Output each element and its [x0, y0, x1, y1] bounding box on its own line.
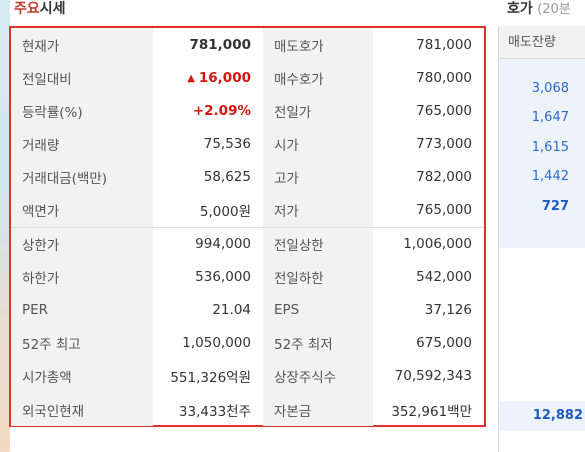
label-foreign-holding: 외국인현재	[11, 393, 153, 427]
table-row: 시가총액 551,326억원 상장주식수 70,592,343	[11, 359, 484, 394]
label-upper-limit: 상한가	[11, 226, 153, 261]
label-ask-price: 매도호가	[263, 28, 373, 62]
label-52w-low: 52주 최저	[263, 326, 373, 360]
value-52w-low: 675,000	[416, 335, 472, 352]
section-title: 주요시세	[14, 0, 66, 20]
main-quote-table: 현재가 781,000 매도호가 781,000 전일대비 ▲ 16,000 매수…	[9, 26, 486, 427]
value-face-value: 5,000원	[199, 204, 251, 221]
orderbook-subtitle: (20분	[537, 2, 571, 17]
label-market-cap: 시가총액	[11, 359, 153, 394]
label-prev-lower-limit: 전일하한	[263, 260, 373, 294]
value-eps: 37,126	[424, 302, 472, 319]
label-bid-price: 매수호가	[263, 61, 373, 95]
decorative-strip	[0, 0, 10, 452]
label-lower-limit: 하한가	[11, 260, 153, 294]
table-row: 하한가 536,000 전일하한 542,000	[11, 260, 484, 294]
section-title-rest: 시세	[39, 1, 66, 17]
table-row: PER 21.04 EPS 37,126	[11, 293, 484, 327]
value-foreign-holding: 33,433천주	[178, 403, 251, 420]
value-ask-price: 781,000	[416, 36, 472, 53]
label-face-value: 액면가	[11, 193, 153, 228]
label-per: PER	[11, 293, 153, 327]
label-prev-close: 전일가	[263, 94, 373, 128]
label-52w-high: 52주 최고	[11, 326, 153, 360]
table-row: 등락률(%) +2.09% 전일가 765,000	[11, 94, 484, 128]
orderbook-title-text: 호가	[507, 1, 533, 17]
value-high: 782,000	[416, 169, 472, 186]
value-current-price: 781,000	[189, 36, 252, 53]
value-change: ▲ 16,000	[153, 61, 263, 94]
value-listed-shares: 70,592,343	[394, 368, 472, 385]
value-upper-limit: 994,000	[153, 226, 263, 261]
section-title-accent: 주요	[14, 1, 40, 17]
orderbook-spacer	[499, 248, 585, 401]
label-capital: 자본금	[263, 393, 373, 427]
label-trade-value: 거래대금(백만)	[11, 160, 153, 194]
value-52w-high: 1,050,000	[182, 335, 251, 352]
value-bid-price: 780,000	[416, 69, 472, 86]
table-row: 상한가 994,000 전일상한 1,006,000	[11, 226, 484, 261]
value-volume: 75,536	[203, 136, 251, 153]
label-prev-upper-limit: 전일상한	[263, 226, 373, 261]
value-prev-lower-limit: 542,000	[416, 268, 472, 285]
value-open: 773,000	[416, 136, 472, 153]
value-change-amount: 16,000	[198, 69, 251, 86]
value-low: 765,000	[416, 202, 472, 219]
ask-volume-highlight[interactable]: 727	[541, 198, 569, 214]
value-prev-close: 765,000	[416, 102, 472, 119]
value-per: 21.04	[212, 302, 251, 319]
label-change: 전일대비	[11, 61, 153, 95]
value-market-cap: 551,326억원	[170, 370, 251, 387]
up-arrow-icon: ▲	[187, 72, 195, 84]
table-row: 52주 최고 1,050,000 52주 최저 675,000	[11, 326, 484, 360]
orderbook-header: 매도잔량	[499, 26, 585, 59]
ask-volume[interactable]: 1,615	[531, 139, 569, 155]
orderbook-panel: 매도잔량 3,068 1,647 1,615 1,442 727 12,882	[498, 26, 585, 452]
orderbook-total: 12,882	[499, 401, 585, 431]
table-row: 외국인현재 33,433천주 자본금 352,961백만	[11, 393, 484, 427]
value-prev-upper-limit: 1,006,000	[373, 226, 484, 261]
value-lower-limit: 536,000	[195, 268, 251, 285]
label-eps: EPS	[263, 293, 373, 327]
value-change-rate: +2.09%	[192, 102, 251, 119]
value-capital: 352,961백만	[391, 403, 472, 420]
table-row: 전일대비 ▲ 16,000 매수호가 780,000	[11, 61, 484, 95]
orderbook-ask-list: 3,068 1,647 1,615 1,442 727	[499, 59, 585, 248]
label-open: 시가	[263, 127, 373, 161]
label-listed-shares: 상장주식수	[263, 359, 373, 394]
table-row: 현재가 781,000 매도호가 781,000	[11, 28, 484, 62]
table-row: 거래량 75,536 시가 773,000	[11, 127, 484, 161]
value-trade-value: 58,625	[203, 169, 251, 186]
ask-volume[interactable]: 1,647	[531, 110, 569, 126]
label-change-rate: 등락률(%)	[11, 94, 153, 128]
ask-volume[interactable]: 3,068	[531, 81, 569, 96]
label-volume: 거래량	[11, 127, 153, 161]
label-low: 저가	[263, 193, 373, 228]
orderbook-title: 호가 (20분	[507, 0, 571, 20]
label-current-price: 현재가	[11, 28, 153, 62]
label-high: 고가	[263, 160, 373, 194]
ask-volume[interactable]: 1,442	[531, 169, 569, 185]
table-row: 액면가 5,000원 저가 765,000	[11, 193, 484, 228]
table-row: 거래대금(백만) 58,625 고가 782,000	[11, 160, 484, 194]
quote-grid: 현재가 781,000 매도호가 781,000 전일대비 ▲ 16,000 매수…	[11, 28, 484, 427]
